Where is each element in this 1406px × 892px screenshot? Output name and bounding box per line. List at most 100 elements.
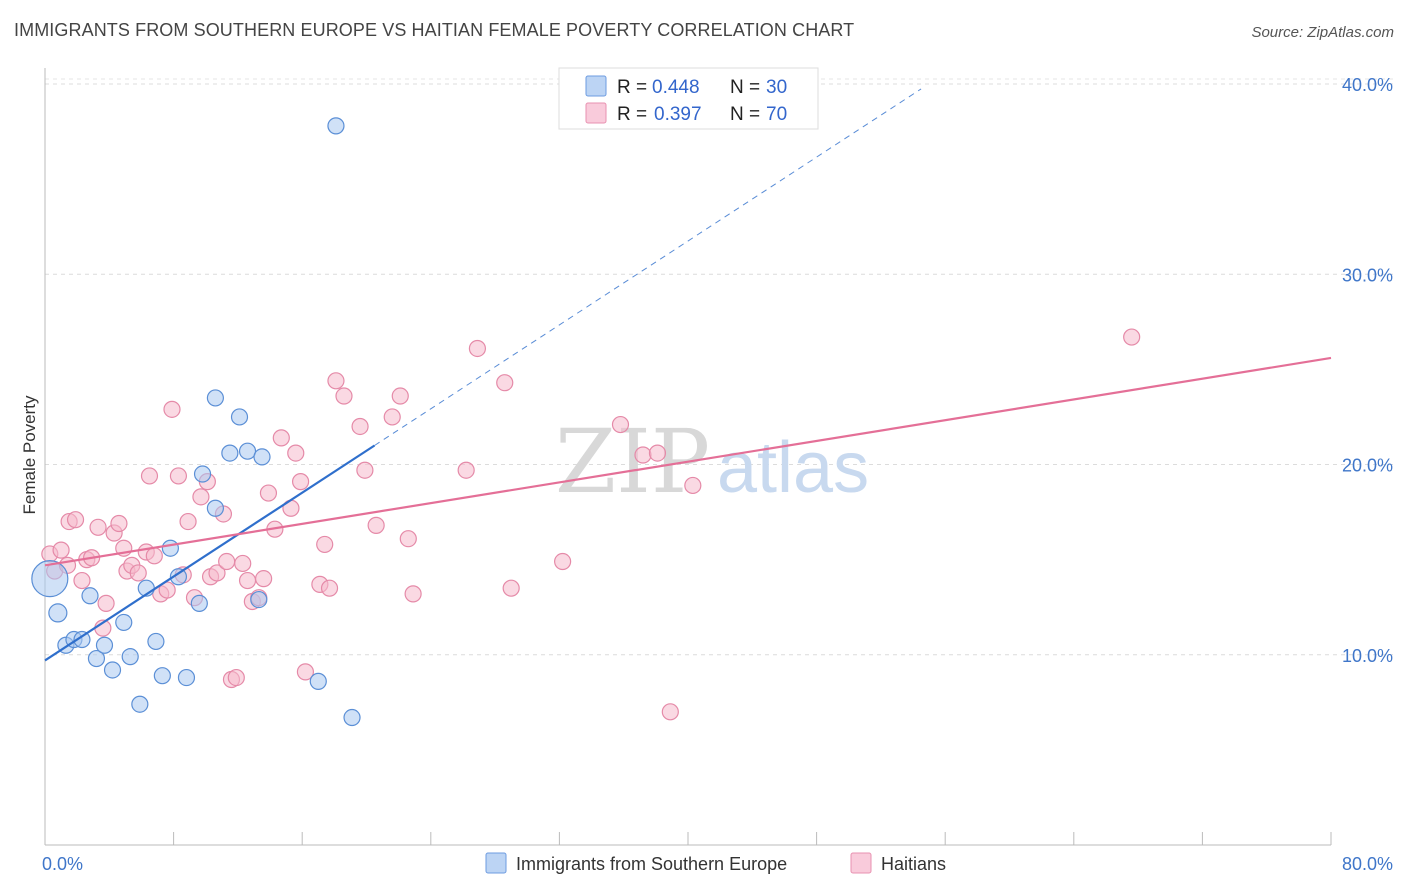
point-blue-1: [48, 603, 68, 623]
point-blue-13: [147, 632, 165, 651]
trendlines: [44, 88, 1332, 662]
point-pink-50: [320, 579, 339, 597]
legend-swatch-blue: [585, 75, 607, 97]
point-pink-24: [169, 467, 188, 485]
point-blue-17: [177, 668, 196, 687]
point-pink-57: [391, 387, 409, 405]
x-tick-label-1: 80.0%: [1342, 854, 1393, 874]
point-pink-41: [259, 484, 278, 502]
bottom-legend-label-blue: Immigrants from Southern Europe: [516, 854, 787, 874]
point-pink-59: [404, 585, 422, 603]
point-blue-29: [343, 708, 361, 727]
bottom-legend-swatch-blue: [485, 852, 507, 874]
point-pink-49: [316, 535, 334, 554]
point-pink-52: [335, 387, 353, 405]
y-tick-label-2: 30.0%: [1342, 265, 1393, 285]
point-pink-19: [140, 467, 159, 485]
bottom-legend-swatch-pink: [850, 852, 872, 874]
legend-r-value-pink: 0.397: [654, 104, 702, 125]
y-tick-label-1: 20.0%: [1342, 456, 1393, 476]
point-pink-9: [89, 518, 107, 536]
point-pink-56: [383, 408, 401, 426]
legend-n-label-pink: N =: [730, 104, 760, 125]
point-pink-23: [163, 400, 181, 418]
point-blue-19: [193, 465, 212, 483]
point-pink-51: [327, 372, 345, 390]
point-blue-24: [238, 442, 257, 460]
point-blue-14: [153, 667, 171, 685]
y-tick-label-0: 10.0%: [1342, 646, 1393, 666]
chart-title: IMMIGRANTS FROM SOUTHERN EUROPE VS HAITI…: [14, 20, 855, 40]
point-blue-20: [206, 499, 224, 517]
point-pink-46: [291, 473, 310, 491]
point-blue-11: [131, 695, 149, 713]
trendline-blue-dashed: [374, 88, 922, 446]
point-blue-26: [250, 590, 268, 609]
point-blue-0: [31, 560, 69, 598]
point-blue-21: [206, 389, 224, 407]
point-blue-10: [121, 648, 139, 666]
point-pink-60: [457, 461, 475, 479]
legend-n-label-blue: N =: [730, 77, 760, 98]
watermark-atlas: atlas: [717, 428, 869, 508]
y-axis-label: Female Poverty: [20, 395, 39, 515]
point-pink-55: [367, 516, 385, 534]
legend-r-label-blue: R =: [617, 77, 647, 98]
y-tick-label-3: 40.0%: [1342, 75, 1393, 95]
point-pink-20: [145, 547, 163, 565]
point-blue-5: [81, 587, 99, 605]
point-pink-5: [66, 511, 85, 529]
legend-r-label-pink: R =: [617, 104, 647, 125]
x-tick-label-0: 0.0%: [42, 854, 83, 874]
legend-r-value-blue: 0.448: [652, 77, 700, 98]
point-blue-22: [221, 444, 239, 462]
point-pink-58: [399, 530, 417, 548]
point-pink-47: [296, 663, 315, 681]
point-pink-17: [129, 564, 147, 582]
point-pink-26: [179, 512, 197, 531]
legend-swatch-pink: [585, 102, 607, 124]
point-pink-11: [97, 594, 115, 612]
axes: [44, 68, 1332, 846]
point-blue-25: [253, 448, 271, 466]
point-blue-4: [73, 630, 91, 649]
legend-n-value-blue: 30: [766, 77, 787, 98]
point-blue-7: [95, 636, 114, 654]
point-pink-28: [192, 488, 210, 506]
point-pink-2: [52, 541, 70, 559]
point-pink-70: [1123, 328, 1141, 346]
point-pink-13: [110, 514, 128, 533]
point-pink-37: [238, 571, 257, 590]
point-blue-6: [87, 649, 106, 668]
point-blue-27: [309, 672, 327, 690]
point-blue-16: [169, 568, 188, 586]
bottom-legend-label-pink: Haitians: [881, 854, 946, 874]
point-pink-54: [356, 461, 374, 479]
point-blue-23: [230, 408, 249, 426]
trendline-blue-solid: [44, 444, 376, 662]
point-pink-62: [496, 374, 514, 392]
point-pink-68: [661, 703, 679, 721]
y-tick-labels: 10.0% 20.0% 30.0% 40.0%: [1342, 75, 1393, 666]
point-blue-15: [161, 539, 179, 557]
legend-n-value-pink: 70: [766, 104, 787, 125]
point-pink-43: [272, 429, 290, 447]
point-pink-67: [648, 444, 667, 462]
trendline-pink: [44, 356, 1332, 567]
point-blue-18: [190, 594, 208, 612]
bottom-legend: Immigrants from Southern Europe Haitians: [485, 852, 946, 874]
point-blue-9: [115, 613, 133, 632]
point-pink-63: [502, 579, 520, 597]
point-pink-31: [208, 564, 226, 582]
point-pink-61: [468, 339, 487, 358]
point-pink-53: [351, 417, 369, 436]
chart-source: Source: ZipAtlas.com: [1251, 24, 1394, 41]
top-legend: R = 0.448 N = 30 R = 0.397 N = 70: [558, 67, 819, 130]
series-points: [31, 117, 1141, 727]
point-pink-66: [634, 446, 652, 464]
point-pink-40: [255, 570, 273, 588]
point-pink-45: [287, 444, 305, 462]
point-pink-6: [73, 571, 91, 590]
point-pink-36: [234, 554, 252, 573]
